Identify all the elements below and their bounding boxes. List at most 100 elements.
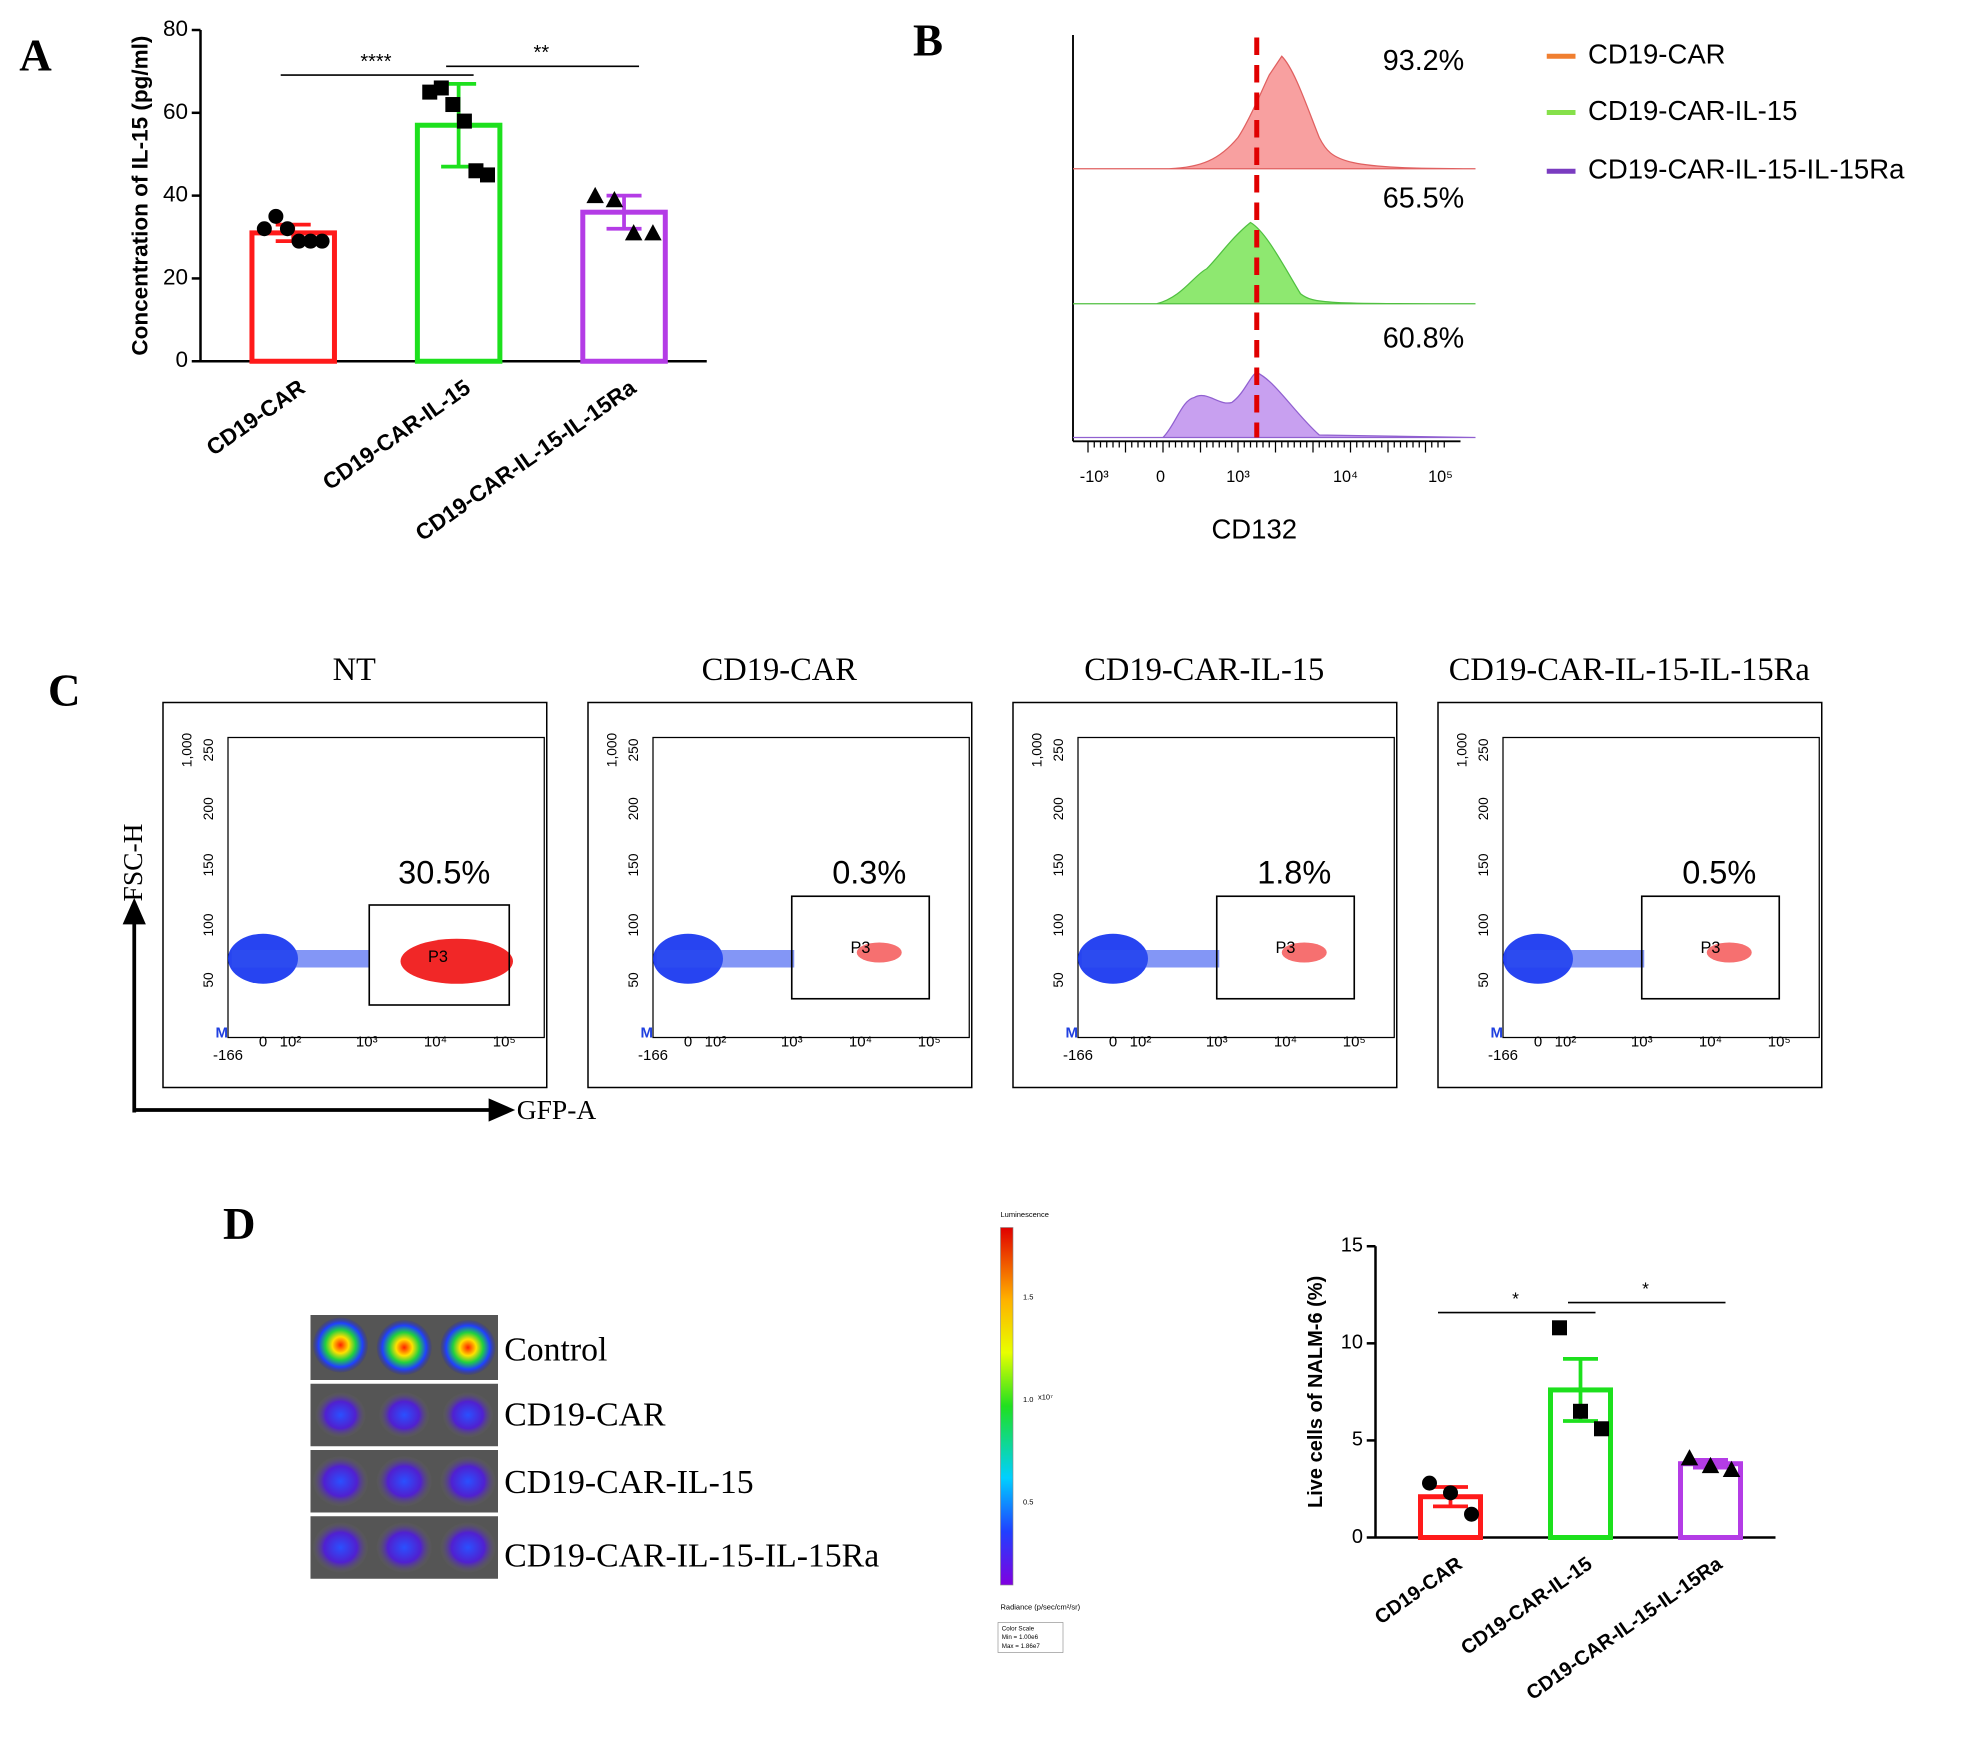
- positive-population: [856, 942, 902, 963]
- category-label: CD19-CAR: [202, 375, 310, 461]
- plot-title: CD19-CAR-IL-15: [1084, 652, 1324, 688]
- data-point: [433, 80, 449, 96]
- plot-title: NT: [333, 652, 376, 688]
- y-tick-label: 5: [1352, 1429, 1363, 1451]
- x-tick-label: 10³: [356, 1033, 378, 1050]
- x-tick-label: 10⁵: [1768, 1033, 1791, 1050]
- plot-frame: [587, 701, 973, 1089]
- category-label: CD19-CAR-IL-15: [1457, 1553, 1596, 1660]
- x-tick-label: -10³: [1080, 468, 1109, 486]
- y-tick-label: 1,000: [605, 732, 620, 767]
- percent-label: 60.8%: [1383, 323, 1465, 355]
- data-point: [1680, 1449, 1699, 1466]
- y-tick-label: 250: [626, 738, 641, 761]
- gate-percent: 0.5%: [1682, 855, 1756, 891]
- y-tick-label: 200: [1476, 797, 1491, 820]
- x-axis-label: CD132: [1211, 514, 1297, 545]
- data-point: [445, 97, 461, 113]
- category-label: CD19-CAR-IL-15: [318, 375, 475, 495]
- marker-label: M: [1066, 1025, 1079, 1042]
- y-tick-label: 1,000: [1030, 732, 1045, 767]
- scale-box-text: Max = 1.86e7: [1002, 1643, 1041, 1650]
- marker-label: M: [1491, 1025, 1504, 1042]
- data-point: [586, 186, 604, 204]
- data-point: [605, 191, 624, 208]
- positive-population: [1706, 942, 1752, 963]
- plot-area: [227, 736, 545, 1039]
- x-tick-label: 10³: [1206, 1033, 1228, 1050]
- scale-multiplier: x10⁷: [1038, 1392, 1053, 1401]
- y-tick-label: 50: [1051, 972, 1066, 988]
- y-tick-label: 60: [163, 99, 188, 124]
- legend-label: CD19-CAR-IL-15: [1588, 95, 1797, 126]
- y-tick-label: 150: [626, 853, 641, 876]
- gate-percent: 1.8%: [1257, 855, 1331, 891]
- row-label: CD19-CAR-IL-15: [504, 1464, 753, 1501]
- scale-box-text: Color Scale: [1002, 1625, 1035, 1632]
- y-tick-label: 15: [1341, 1235, 1363, 1257]
- bar: [249, 230, 337, 364]
- x-tick-label: 0: [1156, 468, 1165, 486]
- data-point: [279, 221, 295, 237]
- y-tick-label: 200: [1051, 797, 1066, 820]
- data-point: [268, 208, 284, 224]
- positive-population: [1281, 942, 1327, 963]
- x-tick-label: 0: [1534, 1033, 1542, 1050]
- scale-title: Luminescence: [1001, 1210, 1049, 1219]
- plot-frame: [162, 701, 548, 1089]
- y-tick-label: 40: [163, 182, 188, 207]
- plot-area: [1077, 736, 1395, 1039]
- y-tick-label: 50: [1476, 972, 1491, 988]
- x-tick-label: 10²: [1130, 1033, 1152, 1050]
- data-point: [256, 221, 272, 237]
- category-label: CD19-CAR: [1371, 1553, 1467, 1629]
- x-tick-label: -166: [213, 1047, 243, 1064]
- data-point: [644, 224, 662, 241]
- x-tick-label: -166: [1488, 1047, 1518, 1064]
- y-tick-label: 250: [201, 738, 216, 761]
- plot-frame: [1437, 701, 1823, 1089]
- scale-tick: 0.5: [1023, 1497, 1033, 1506]
- plot-frame: [1012, 701, 1398, 1089]
- data-point: [1573, 1403, 1588, 1419]
- data-point: [314, 233, 330, 249]
- y-tick-label: 250: [1051, 738, 1066, 761]
- legend-label: CD19-CAR: [1588, 39, 1726, 70]
- data-point: [1701, 1456, 1720, 1474]
- y-tick-label: 250: [1476, 738, 1491, 761]
- y-tick-label: 80: [163, 16, 188, 41]
- x-tick-label: 10²: [1555, 1033, 1577, 1050]
- x-tick-label: 10²: [280, 1033, 302, 1050]
- gate-label: P3: [1276, 939, 1296, 957]
- data-point: [1594, 1421, 1609, 1437]
- y-tick-label: 200: [626, 797, 641, 820]
- negative-tail: [231, 950, 370, 968]
- y-tick-label: 100: [201, 913, 216, 936]
- y-tick-label: 150: [1476, 853, 1491, 876]
- row-label: Control: [504, 1331, 607, 1368]
- x-tick-label: 10⁵: [1343, 1033, 1366, 1050]
- x-tick-label: 10³: [781, 1033, 803, 1050]
- y-tick-label: 50: [626, 972, 641, 988]
- y-tick-label: 0: [175, 347, 188, 372]
- legend-label: CD19-CAR-IL-15-IL-15Ra: [1588, 154, 1905, 185]
- plot-title: CD19-CAR: [702, 652, 858, 688]
- gate-label: P3: [851, 939, 871, 957]
- x-tick-label: 10⁴: [849, 1033, 872, 1050]
- data-point: [468, 163, 484, 179]
- data-point: [480, 167, 495, 183]
- panel-label: C: [48, 665, 81, 715]
- y-tick-label: 150: [1051, 853, 1066, 876]
- positive-population: [400, 938, 513, 984]
- plot-title: CD19-CAR-IL-15-IL-15Ra: [1449, 652, 1810, 688]
- x-tick-label: -166: [638, 1047, 668, 1064]
- y-tick-label: 50: [201, 972, 216, 988]
- gate-percent: 30.5%: [398, 855, 490, 891]
- x-tick-label: 10³: [1631, 1033, 1653, 1050]
- data-point: [1422, 1475, 1437, 1491]
- x-tick-label: 10⁴: [424, 1033, 447, 1050]
- x-tick-label: 10⁴: [1699, 1033, 1722, 1050]
- x-tick-label: 0: [1109, 1033, 1117, 1050]
